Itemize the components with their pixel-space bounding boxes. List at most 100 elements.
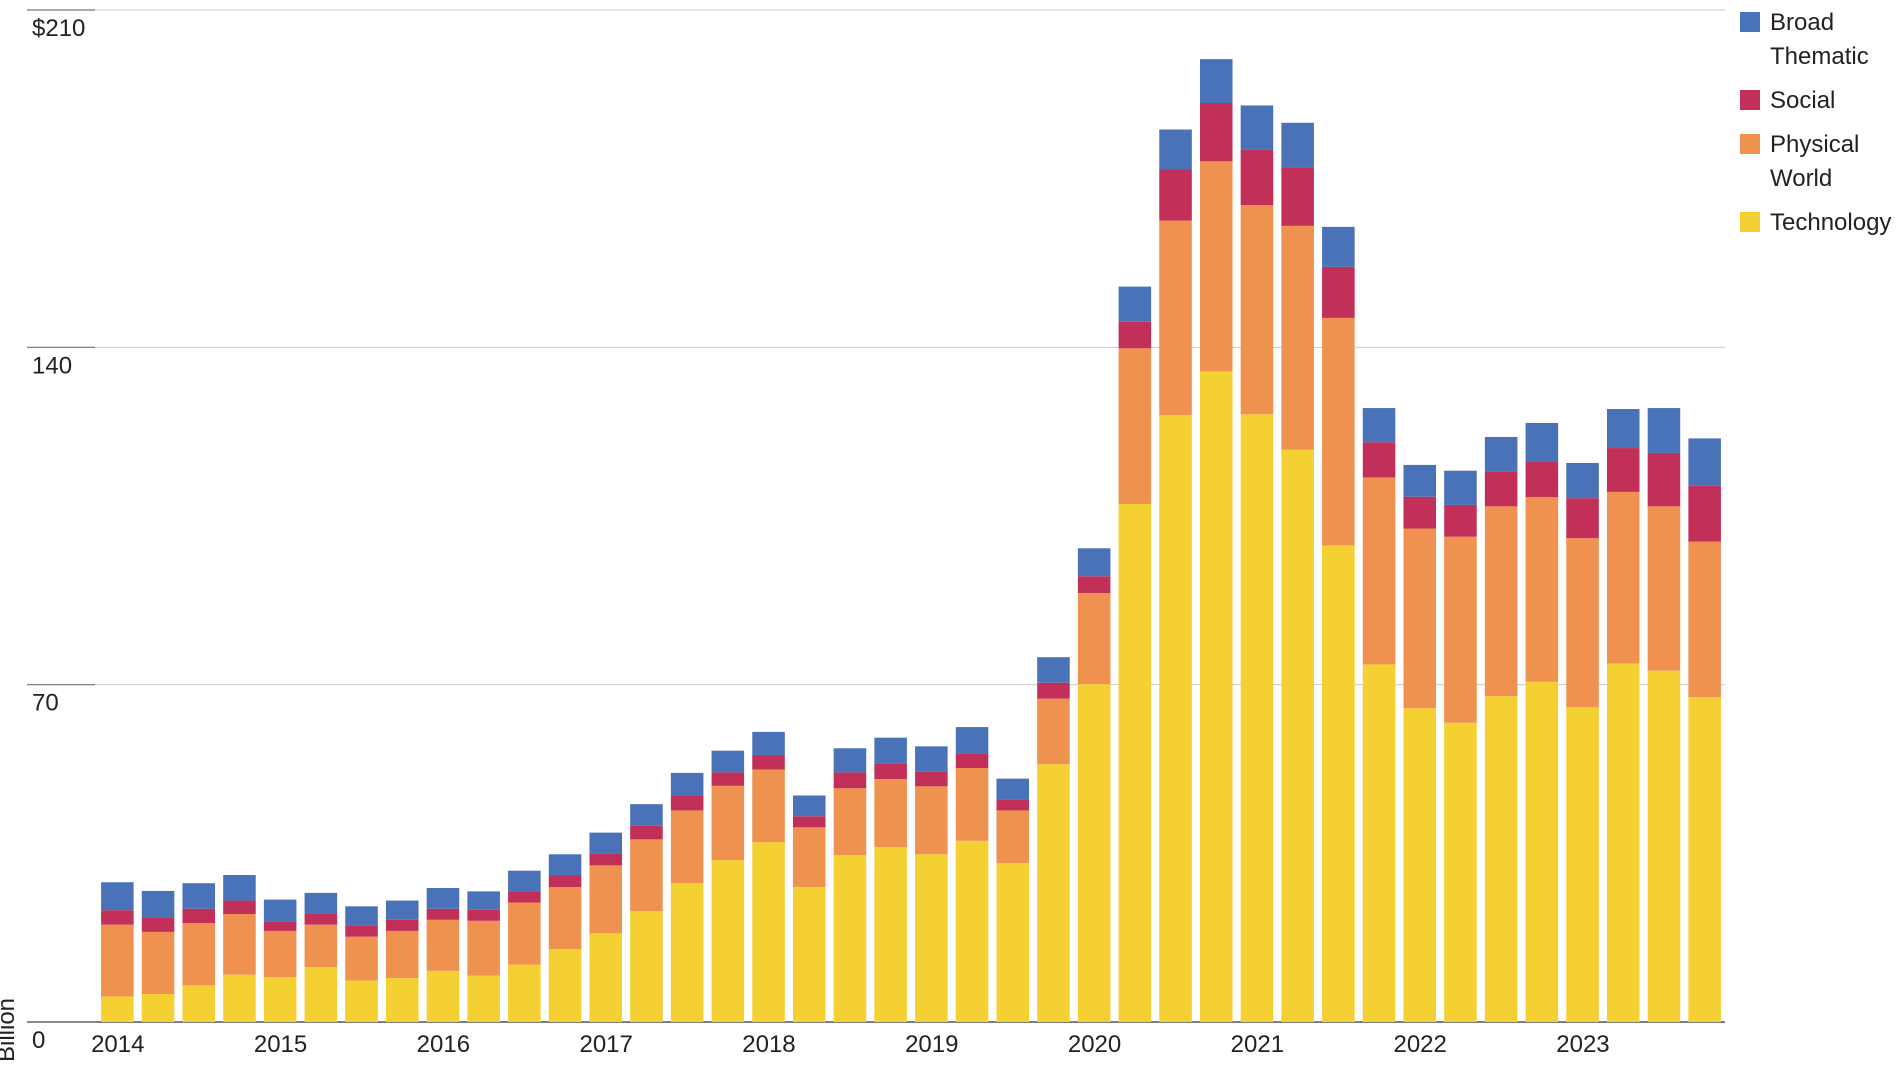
bar-segment: [1322, 266, 1355, 318]
bar-segment: [1159, 415, 1192, 1023]
bar-segment: [1606, 409, 1640, 449]
bar-segment: [467, 920, 500, 976]
bar-segment: [426, 888, 460, 909]
x-tick-label: 2014: [91, 1031, 144, 1058]
bar-segment: [1077, 548, 1111, 577]
bar-segment: [1159, 169, 1192, 221]
bar-segment: [792, 816, 826, 828]
bar-segment: [1281, 225, 1314, 450]
bar-segment: [1037, 698, 1070, 765]
bar-segment: [1281, 167, 1314, 226]
bar-segment: [1606, 448, 1640, 492]
x-tick-label: 2017: [579, 1031, 632, 1058]
bar-segment: [589, 832, 623, 854]
bar-segment: [670, 883, 704, 1022]
y-tick-label: 0: [32, 1027, 45, 1054]
bar-segment: [304, 967, 338, 1022]
bar-segment: [711, 750, 745, 773]
legend-swatch: [1740, 134, 1760, 154]
bar-segment: [833, 772, 867, 789]
x-tick-label: 2018: [742, 1031, 795, 1058]
bar-segment: [263, 921, 297, 931]
legend: Broad Thematic Social Physical World Techno…: [1740, 6, 1891, 250]
legend-label: Social: [1770, 87, 1836, 114]
bar-segment: [792, 887, 826, 1022]
bar-segment: [589, 933, 623, 1022]
bar-segment: [955, 840, 989, 1022]
bar-segment: [263, 899, 297, 922]
bar-segment: [1281, 122, 1314, 168]
bar-segment: [915, 746, 948, 772]
bar-segment: [345, 925, 378, 937]
x-tick-label: 2022: [1393, 1031, 1446, 1058]
bar-segment: [1688, 541, 1721, 698]
bar-segment: [589, 865, 623, 934]
bar-segment: [1566, 462, 1599, 499]
bar-segment: [874, 763, 907, 780]
bar-segment: [182, 883, 216, 909]
bar-segment: [548, 875, 582, 888]
bar-segment: [1322, 545, 1355, 1022]
bar-segment: [101, 924, 134, 997]
bar-segment: [630, 839, 663, 912]
bar-segment: [711, 860, 745, 1022]
bar-segment: [1484, 506, 1518, 697]
bar-segment: [345, 906, 378, 926]
bar-segment: [1403, 708, 1437, 1022]
bar-segment: [1647, 408, 1681, 453]
bar-segment: [1647, 452, 1681, 507]
bar-segment: [426, 970, 460, 1022]
bar-segment: [182, 985, 216, 1022]
bar-segment: [385, 978, 419, 1022]
bar-segment: [1444, 722, 1477, 1022]
bar-segment: [385, 930, 419, 979]
x-tick-label: 2020: [1068, 1031, 1121, 1058]
bar-segment: [141, 994, 175, 1022]
bar-segment: [182, 908, 216, 924]
bar-segment: [223, 875, 256, 901]
bar-segment: [141, 917, 175, 932]
bar-segment: [1199, 161, 1233, 372]
bar-segment: [223, 900, 256, 915]
bar-segment: [711, 785, 745, 861]
bar-segment: [508, 902, 541, 965]
legend-label: Broad Thematic: [1770, 9, 1869, 70]
bar-segment: [1077, 576, 1111, 594]
bar-segment: [874, 737, 907, 764]
bar-segment: [874, 779, 907, 848]
bar-segment: [915, 854, 948, 1022]
bar-segment: [1199, 371, 1233, 1022]
bar-segment: [304, 892, 338, 914]
bar-segment: [182, 923, 216, 986]
bar-segment: [711, 772, 745, 786]
x-tick-label: 2019: [905, 1031, 958, 1058]
bar-segment: [101, 910, 134, 925]
bar-segment: [1444, 470, 1477, 505]
bar-segment: [1240, 414, 1274, 1022]
bar-segment: [304, 913, 338, 925]
bar-segment: [1525, 681, 1559, 1022]
bar-segment: [345, 980, 378, 1022]
bar-segment: [1444, 536, 1477, 723]
bar-segment: [1199, 103, 1233, 162]
bar-segment: [1077, 684, 1111, 1022]
y-tick-label: 140: [32, 352, 72, 379]
bar-segment: [1688, 438, 1721, 486]
bar-segment: [1037, 657, 1070, 683]
legend-item: Technology: [1740, 206, 1891, 240]
bar-segment: [1566, 538, 1599, 708]
bar-segment: [263, 977, 297, 1022]
bar-segment: [508, 891, 541, 903]
bar-segment: [1647, 670, 1681, 1022]
bar-segment: [508, 870, 541, 892]
legend-swatch: [1740, 90, 1760, 110]
bar-segment: [1281, 449, 1314, 1022]
bar-segment: [1240, 149, 1274, 206]
y-tick-label: $210: [32, 15, 85, 42]
bar-segment: [1606, 663, 1640, 1022]
legend-item: Physical World: [1740, 128, 1890, 196]
bar-segment: [1362, 477, 1396, 665]
bar-segment: [548, 949, 582, 1022]
